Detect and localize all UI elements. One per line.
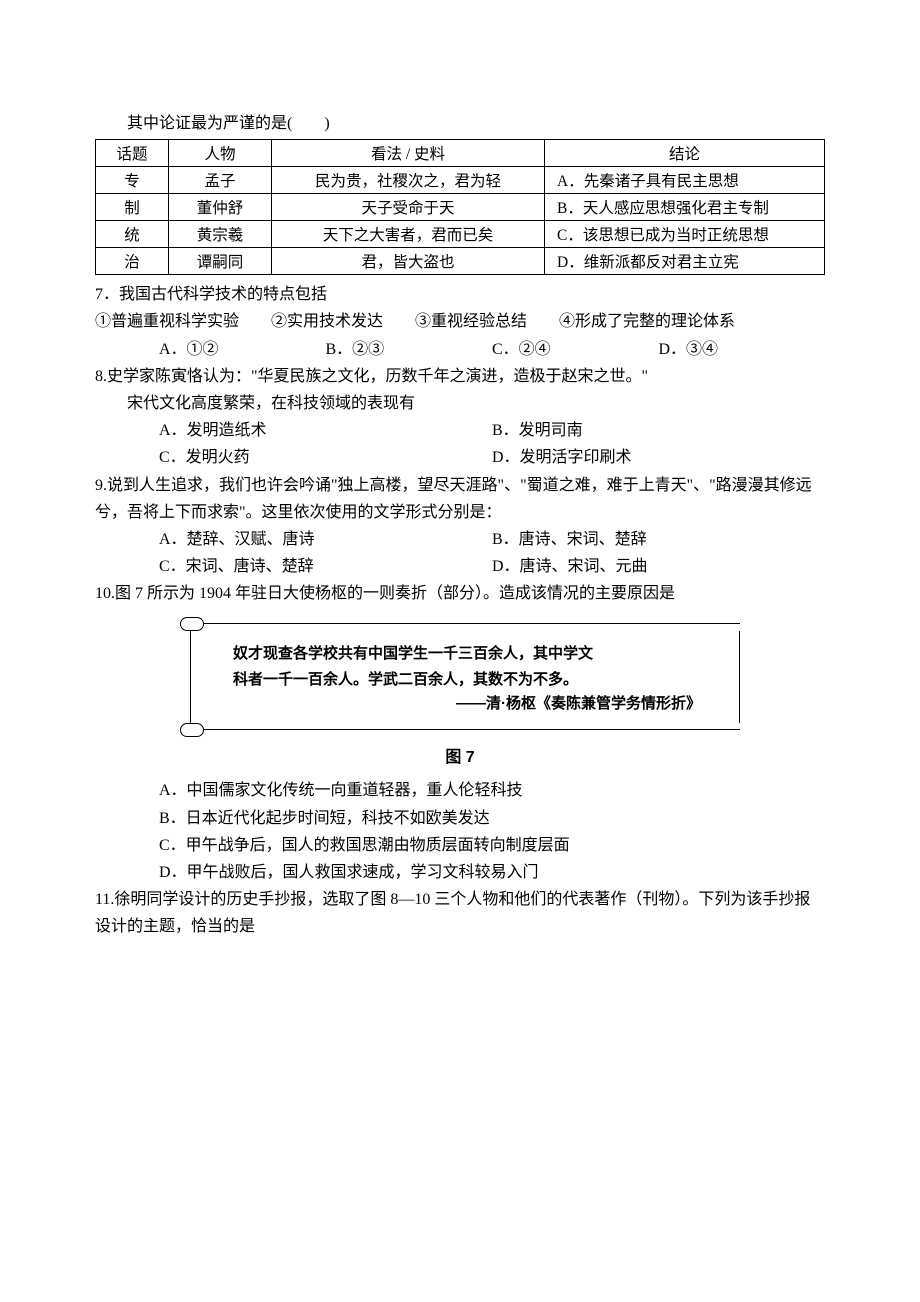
q8-opt-a: A．发明造纸术 <box>159 417 492 444</box>
figure-7-label: 图 7 <box>95 743 825 767</box>
q7-opt-c: C．②④ <box>492 336 659 363</box>
q9-options-row2: C．宋词、唐诗、楚辞 D．唐诗、宋词、元曲 <box>95 553 825 580</box>
person-cell: 谭嗣同 <box>169 248 272 275</box>
view-cell: 民为贵，社稷次之，君为轻 <box>272 167 545 194</box>
q9-opt-c: C．宋词、唐诗、楚辞 <box>159 553 492 580</box>
table-row: 统 黄宗羲 天下之大害者，君而已矣 C．该思想已成为当时正统思想 <box>96 221 825 248</box>
view-cell: 君，皆大盗也 <box>272 248 545 275</box>
q9-opt-a: A．楚辞、汉赋、唐诗 <box>159 526 492 553</box>
topic-cell: 治 <box>96 248 169 275</box>
q7-stem: 7．我国古代科学技术的特点包括 <box>95 281 825 308</box>
scroll-bottom-decoration <box>180 723 740 737</box>
conclusion-cell: B．天人感应思想强化君主专制 <box>545 194 825 221</box>
conclusion-cell: A．先秦诸子具有民主思想 <box>545 167 825 194</box>
q8-options-row2: C．发明火药 D．发明活字印刷术 <box>95 444 825 471</box>
q7-opt-d: D．③④ <box>659 336 826 363</box>
q9-opt-b: B．唐诗、宋词、楚辞 <box>492 526 825 553</box>
view-cell: 天子受命于天 <box>272 194 545 221</box>
person-cell: 董仲舒 <box>169 194 272 221</box>
q10-opt-a: A．中国儒家文化传统一向重道轻器，重人伦轻科技 <box>95 777 825 804</box>
topic-cell: 统 <box>96 221 169 248</box>
table-row: 治 谭嗣同 君，皆大盗也 D．维新派都反对君主立宪 <box>96 248 825 275</box>
q9-opt-d: D．唐诗、宋词、元曲 <box>492 553 825 580</box>
table-row: 专 孟子 民为贵，社稷次之，君为轻 A．先秦诸子具有民主思想 <box>96 167 825 194</box>
q10-opt-c: C．甲午战争后，国人的救国思潮由物质层面转向制度层面 <box>95 832 825 859</box>
person-cell: 孟子 <box>169 167 272 194</box>
q10-stem: 10.图 7 所示为 1904 年驻日大使杨枢的一则奏折（部分）。造成该情况的主… <box>95 580 825 607</box>
table-header-row: 话题 人物 看法 / 史料 结论 <box>96 140 825 167</box>
q7-options: A．①② B．②③ C．②④ D．③④ <box>95 336 825 363</box>
q7-opt-a: A．①② <box>159 336 326 363</box>
topic-cell: 专 <box>96 167 169 194</box>
evidence-table: 话题 人物 看法 / 史料 结论 专 孟子 民为贵，社稷次之，君为轻 A．先秦诸… <box>95 139 825 275</box>
th-conclusion: 结论 <box>545 140 825 167</box>
q8-stem-1: 8.史学家陈寅恪认为："华夏民族之文化，历数千年之演进，造极于赵宋之世。" <box>95 363 825 390</box>
q8-opt-d: D．发明活字印刷术 <box>492 444 825 471</box>
q9-stem: 9.说到人生追求，我们也许会吟诵"独上高楼，望尽天涯路"、"蜀道之难，难于上青天… <box>95 472 825 526</box>
conclusion-cell: C．该思想已成为当时正统思想 <box>545 221 825 248</box>
memorial-source: ——清·杨枢《奏陈兼管学务情形折》 <box>233 692 711 713</box>
person-cell: 黄宗羲 <box>169 221 272 248</box>
th-topic: 话题 <box>96 140 169 167</box>
view-cell: 天下之大害者，君而已矣 <box>272 221 545 248</box>
topic-cell: 制 <box>96 194 169 221</box>
memorial-line-2: 科者一千一百余人。学武二百余人，其数不为不多。 <box>233 667 711 693</box>
th-view: 看法 / 史料 <box>272 140 545 167</box>
q7-opt-b: B．②③ <box>326 336 493 363</box>
memorial-body: 奴才现查各学校共有中国学生一千三百余人，其中学文 科者一千一百余人。学武二百余人… <box>190 631 740 723</box>
intro-text: 其中论证最为严谨的是( ) <box>95 110 825 137</box>
q7-items: ①普遍重视科学实验 ②实用技术发达 ③重视经验总结 ④形成了完整的理论体系 <box>95 308 825 335</box>
q8-stem-2: 宋代文化高度繁荣，在科技领域的表现有 <box>95 390 825 417</box>
memorial-scroll: 奴才现查各学校共有中国学生一千三百余人，其中学文 科者一千一百余人。学武二百余人… <box>180 617 740 737</box>
q9-options-row1: A．楚辞、汉赋、唐诗 B．唐诗、宋词、楚辞 <box>95 526 825 553</box>
scroll-top-decoration <box>180 617 740 631</box>
q8-opt-b: B．发明司南 <box>492 417 825 444</box>
q10-opt-d: D．甲午战败后，国人救国求速成，学习文科较易入门 <box>95 859 825 886</box>
memorial-line-1: 奴才现查各学校共有中国学生一千三百余人，其中学文 <box>233 641 711 667</box>
q8-opt-c: C．发明火药 <box>159 444 492 471</box>
q11-stem: 11.徐明同学设计的历史手抄报，选取了图 8—10 三个人物和他们的代表著作（刊… <box>95 886 825 940</box>
conclusion-cell: D．维新派都反对君主立宪 <box>545 248 825 275</box>
table-row: 制 董仲舒 天子受命于天 B．天人感应思想强化君主专制 <box>96 194 825 221</box>
q8-options-row1: A．发明造纸术 B．发明司南 <box>95 417 825 444</box>
q10-opt-b: B．日本近代化起步时间短，科技不如欧美发达 <box>95 805 825 832</box>
th-person: 人物 <box>169 140 272 167</box>
